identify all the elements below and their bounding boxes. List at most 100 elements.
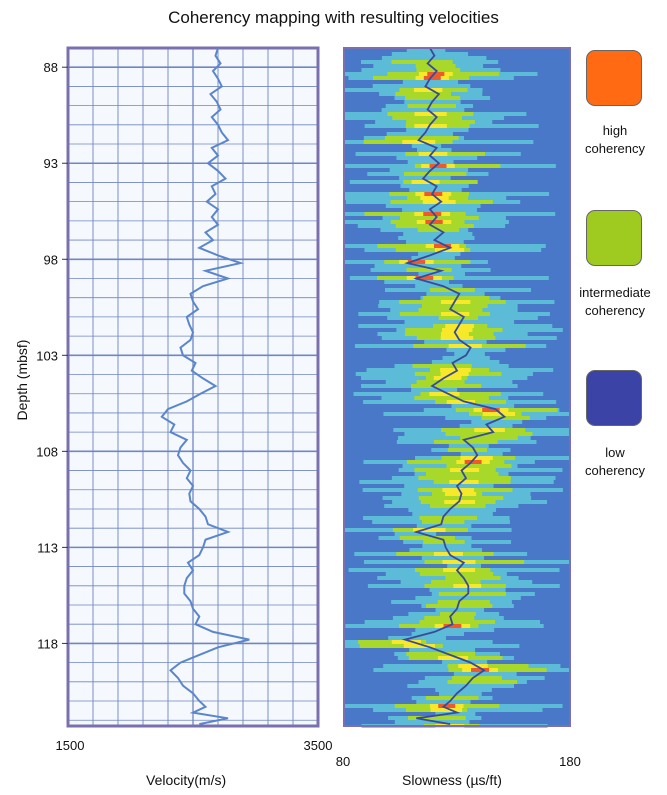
coherency-band-strong	[418, 152, 448, 156]
coherency-band-mid	[381, 108, 465, 112]
depth-tick-label: 98	[44, 252, 58, 267]
coherency-band-mid	[426, 292, 485, 296]
coherency-band-mid	[435, 688, 492, 692]
velocity-curve	[160, 47, 250, 726]
slowness-tick-label: 180	[559, 754, 581, 769]
coherency-band-intermediate	[406, 460, 505, 464]
coherency-band-intermediate	[438, 592, 507, 596]
coherency-band-intermediate	[447, 448, 487, 452]
coherency-band-mid	[422, 544, 472, 548]
coherency-band-strong	[429, 392, 460, 396]
coherency-band-intermediate	[395, 224, 474, 228]
coherency-band-intermediate	[445, 576, 501, 580]
coherency-band-strong	[442, 488, 475, 492]
coherency-band-mid	[388, 636, 447, 640]
coherency-band-mid	[415, 284, 463, 288]
coherency-band-mid	[411, 632, 465, 636]
coherency-band-strong	[391, 640, 422, 644]
coherency-band-mid	[442, 356, 490, 360]
coherency-band-mid	[408, 508, 497, 512]
coherency-band-mid	[381, 56, 487, 60]
coherency-band-mid	[407, 160, 454, 164]
coherency-band-mid	[385, 204, 481, 208]
coherency-band-strong	[440, 300, 471, 304]
coherency-band-intermediate	[406, 120, 475, 124]
coherency-band-mid	[416, 700, 471, 704]
coherency-band-strong	[474, 428, 505, 432]
coherency-band-mid	[394, 720, 470, 724]
coherency-band-intermediate	[405, 96, 461, 100]
coherency-band-intermediate	[460, 436, 518, 440]
coherency-band-strong	[440, 312, 470, 316]
coherency-band-mid	[402, 208, 477, 212]
coherency-band-intermediate	[400, 216, 479, 220]
coherency-band-high	[438, 704, 456, 708]
coherency-band-intermediate	[419, 620, 496, 624]
coherency-band-mid	[396, 156, 478, 160]
coherency-band-mid	[386, 132, 453, 136]
coherency-band-strong	[420, 196, 449, 200]
coherency-band-mid	[411, 144, 442, 148]
velocity-panel-frame	[66, 46, 320, 728]
coherency-band-intermediate	[359, 644, 443, 648]
coherency-band-strong	[448, 344, 482, 348]
velocity-panel	[66, 46, 320, 728]
coherency-band-intermediate	[392, 116, 463, 120]
legend-label-high: high coherency	[570, 122, 660, 158]
coherency-band-intermediate	[416, 380, 465, 384]
coherency-band-strong	[437, 656, 469, 660]
coherency-band-mid	[406, 48, 446, 52]
coherency-band-mid	[416, 524, 472, 528]
coherency-band-high	[443, 624, 462, 628]
coherency-band-mid	[394, 532, 437, 536]
legend-label-high-line1: high	[602, 123, 628, 138]
coherency-band-mid	[435, 608, 485, 612]
legend-label-intermediate-line1: intermediate	[579, 285, 651, 300]
coherency-band-strong	[411, 180, 440, 184]
velocity-tick-label: 3500	[304, 738, 333, 753]
coherency-band-intermediate	[420, 392, 501, 396]
coherency-band-intermediate	[439, 612, 476, 616]
coherency-band-intermediate	[429, 504, 486, 508]
depth-axis-label: Depth (mbsf)	[14, 339, 30, 421]
chart-title: Coherency mapping with resulting velocit…	[168, 8, 499, 27]
depth-tick-label: 88	[44, 60, 58, 75]
coherency-band-strong	[434, 248, 465, 252]
coherency-band-high	[434, 244, 451, 248]
coherency-band-mid	[409, 548, 483, 552]
coherency-band-high	[464, 460, 482, 464]
coherency-band-mid	[471, 420, 523, 424]
coherency-band-intermediate	[410, 384, 482, 388]
coherency-band-mid	[421, 556, 485, 560]
coherency-band-high	[415, 276, 434, 280]
coherency-band-strong	[458, 664, 488, 668]
coherency-band-strong	[446, 400, 476, 404]
coherency-band-mid	[391, 52, 469, 56]
coherency-band-intermediate	[414, 396, 489, 400]
coherency-band-intermediate	[431, 580, 481, 584]
depth-tick-label: 113	[37, 540, 58, 555]
coherency-band-strong	[440, 372, 469, 376]
coherency-band-strong	[414, 124, 447, 128]
coherency-band-intermediate	[403, 172, 467, 176]
coherency-band-mid	[447, 564, 482, 568]
legend-label-low-line2: coherency	[585, 463, 645, 478]
legend-swatch-intermediate	[586, 210, 642, 266]
coherency-band-mid	[399, 176, 451, 180]
coherency-band-mid	[412, 512, 493, 516]
coherency-band-strong	[460, 456, 493, 460]
coherency-band-intermediate	[421, 520, 465, 524]
coherency-band-mid	[418, 272, 465, 276]
depth-axis-ticks: 88 93 98 103 108 113 118	[36, 60, 68, 651]
slowness-axis-label: Slowness (µs/ft)	[402, 772, 502, 788]
coherency-band-mid	[415, 628, 495, 632]
coherency-band-intermediate	[384, 136, 459, 140]
coherency-band-mid	[411, 256, 455, 260]
coherency-band-mid	[384, 280, 450, 284]
legend-label-low-line1: low	[605, 445, 625, 460]
coherency-band-mid	[442, 660, 488, 664]
slowness-panel	[343, 47, 571, 728]
coherency-band-strong	[440, 336, 474, 340]
coherency-band-mid	[418, 252, 461, 256]
